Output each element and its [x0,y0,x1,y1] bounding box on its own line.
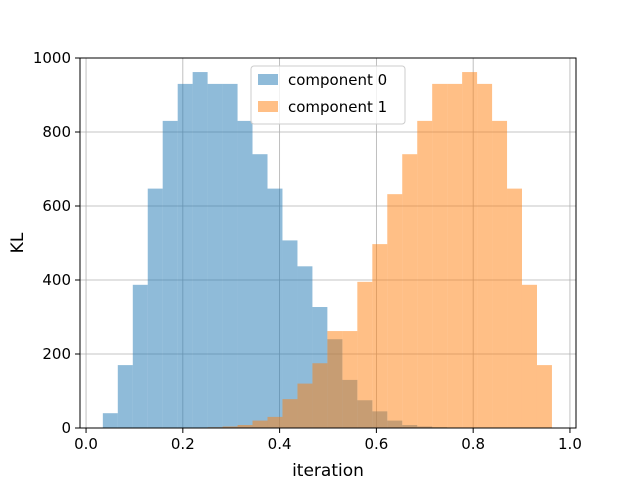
legend-box [250,65,406,125]
bar-series-0 [252,154,268,428]
legend-label-component-0: component 0 [288,71,387,89]
bar-series-0 [237,120,253,429]
y-tick-label: 1000 [33,49,71,67]
y-tick-label: 600 [42,197,71,215]
y-tick-label: 0 [61,419,71,437]
legend: component 0 component 1 [250,65,406,125]
y-tick-label: 800 [42,123,71,141]
bar-series-1 [342,331,358,428]
bar-series-1 [327,331,343,428]
bar-series-1 [507,188,522,428]
bar-series-0 [177,83,193,429]
axis-ticks: 0.0 0.2 0.4 0.6 0.8 1.0 0 200 400 600 800 1000 [33,49,582,453]
legend-swatch-component-1 [258,101,278,112]
bar-series-1 [252,420,268,428]
bar-series-1 [282,399,298,428]
bar-series-1 [417,120,433,429]
y-tick-label: 200 [42,345,71,363]
x-axis-label: iteration [292,461,364,480]
bar-series-0 [192,72,208,428]
y-tick-label: 400 [42,271,71,289]
bar-series-1 [477,83,493,429]
bar-series-1 [387,194,403,428]
bar-series-1 [297,383,313,428]
x-tick-label: 0.8 [461,435,485,453]
bar-series-1 [357,281,373,428]
bar-series-1 [372,244,388,428]
bar-series-1 [536,365,552,428]
x-tick-label: 0.4 [268,435,292,453]
bar-series-0 [117,365,133,428]
x-tick-label: 0.2 [171,435,195,453]
bar-series-1 [492,120,508,429]
bar-series-0 [282,240,298,428]
bar-series-0 [162,120,178,429]
bar-series-1 [237,425,253,428]
bar-series-0 [102,413,118,428]
bar-series-1 [521,284,537,428]
bar-series-1 [222,426,238,428]
legend-swatch-component-0 [258,74,278,85]
bar-series-0 [147,188,163,428]
histogram-bars [102,72,552,429]
bar-series-0 [132,284,148,428]
bar-series-0 [267,188,283,428]
bar-series-1 [462,72,478,428]
bar-series-1 [432,83,448,429]
bar-series-0 [222,83,238,429]
y-axis-label: KL [8,232,28,253]
legend-label-component-1: component 1 [288,98,387,116]
x-tick-label: 1.0 [558,435,582,453]
bar-series-0 [207,83,223,429]
bar-series-1 [447,83,463,429]
plot-frame [79,57,577,429]
bar-series-1 [312,363,328,428]
bar-series-1 [267,416,283,428]
x-tick-label: 0.6 [364,435,388,453]
bar-series-1 [402,154,418,428]
x-tick-label: 0.0 [74,435,98,453]
